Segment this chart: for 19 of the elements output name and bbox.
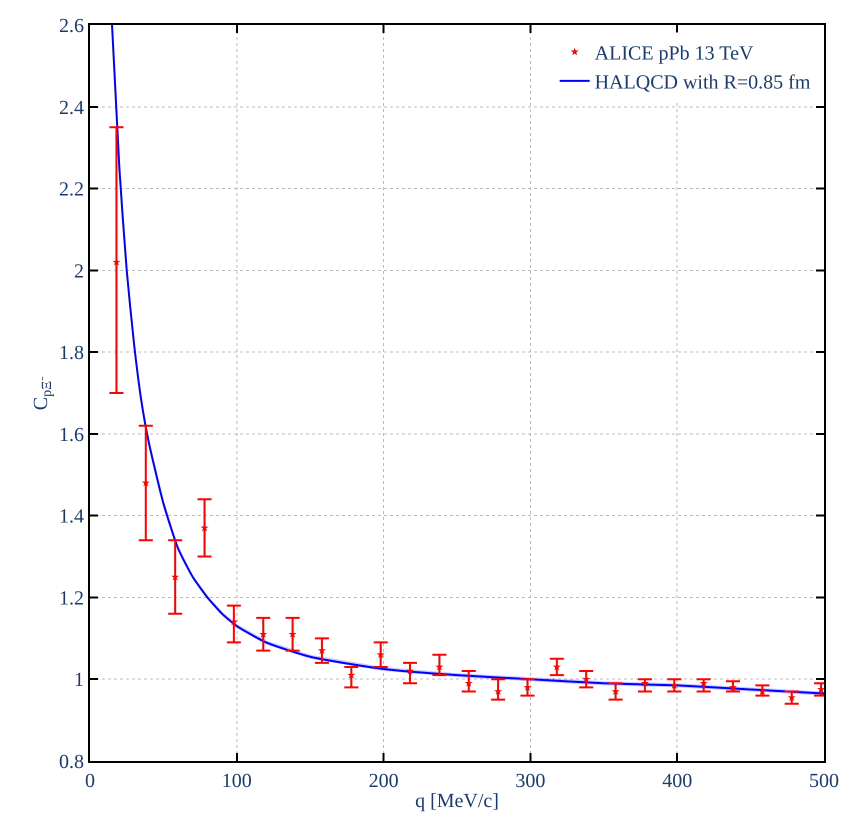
legend-label: ALICE pPb 13 TeV (594, 42, 754, 65)
y-tick-label: 2.6 (59, 15, 84, 37)
x-tick-label: 300 (515, 770, 546, 792)
x-tick-label: 0 (85, 770, 95, 792)
y-tick-label: 1.8 (59, 342, 84, 364)
legend-label: HALQCD with R=0.85 fm (594, 72, 811, 94)
y-tick-label: 0.8 (59, 751, 84, 773)
y-tick-label: 2.2 (59, 178, 84, 201)
x-axis-title: q [MeV/c] (415, 790, 499, 812)
y-tick-label: 2.4 (59, 96, 84, 119)
x-tick-label: 100 (222, 770, 252, 792)
x-tick-label: 400 (662, 770, 692, 792)
x-tick-label: 200 (368, 770, 399, 792)
y-tick-label: 1 (74, 669, 84, 692)
x-tick-label: 500 (809, 770, 839, 792)
y-tick-label: 1.6 (59, 424, 84, 446)
y-tick-label: 1.4 (59, 506, 84, 528)
y-tick-label: 2 (74, 260, 84, 282)
y-tick-label: 1.2 (59, 587, 84, 610)
